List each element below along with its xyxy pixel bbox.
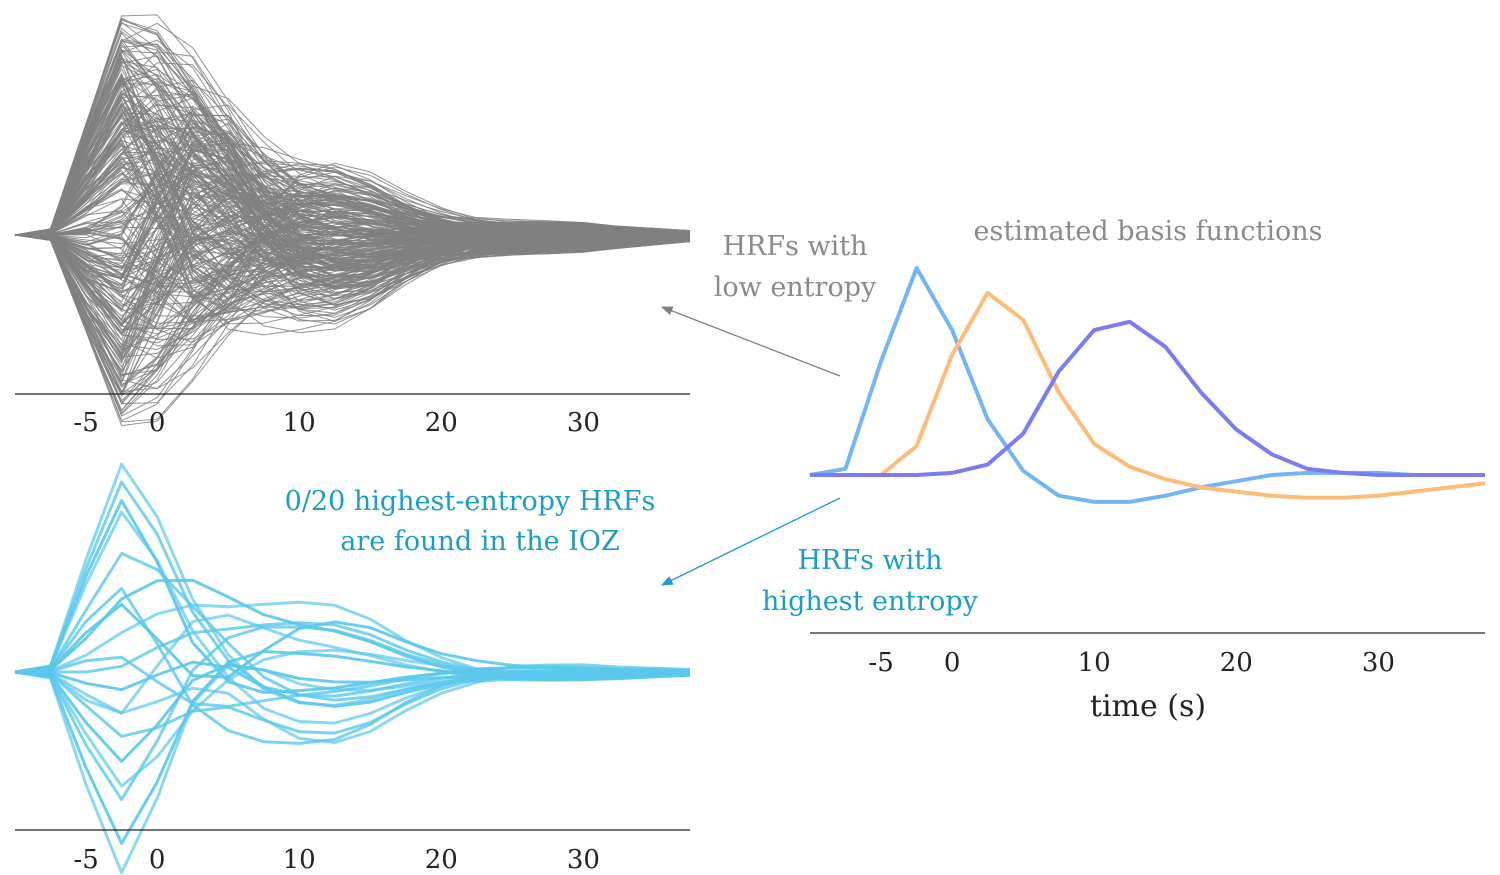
x-tick-label: 20 <box>1220 648 1253 678</box>
low-entropy-traces <box>14 14 691 427</box>
high-entropy-label-line1: HRFs with <box>797 545 942 576</box>
hrf-trace <box>14 177 690 309</box>
x-tick-labels: -5 0 10 20 30 <box>868 648 1395 678</box>
low-entropy-arrow <box>660 306 841 377</box>
x-tick-label: 10 <box>283 408 316 438</box>
hrf-trace <box>14 151 691 289</box>
hrf-trace <box>14 222 691 320</box>
x-tick-label: -5 <box>73 845 98 875</box>
hrf-trace <box>14 89 691 236</box>
ioz-label-line2: are found in the IOZ <box>340 526 619 557</box>
hrf-trace <box>14 222 691 388</box>
high-entropy-arrow <box>660 497 841 586</box>
x-tick-label: 10 <box>1078 648 1111 678</box>
annotations: HRFs with low entropy HRFs with highest … <box>285 231 979 617</box>
hrf-trace <box>14 163 691 269</box>
basis-curve-blue <box>809 266 1485 504</box>
hrf-trace <box>14 101 691 336</box>
panel-highest-entropy: -5 0 10 20 30 <box>14 462 691 875</box>
hrf-trace <box>14 226 691 340</box>
x-tick-label: 30 <box>567 845 600 875</box>
x-tick-label: -5 <box>73 408 98 438</box>
hrf-trace <box>14 89 691 255</box>
x-tick-label: 10 <box>283 845 316 875</box>
hrf-trace <box>14 229 691 377</box>
hrf-trace <box>14 148 691 365</box>
x-tick-labels: -5 0 10 20 30 <box>73 408 600 438</box>
highest-entropy-traces <box>14 462 691 875</box>
hrf-trace <box>14 40 691 246</box>
basis-curve-orange <box>810 290 1486 500</box>
low-entropy-label-line1: HRFs with <box>722 231 867 262</box>
basis-function-curves <box>809 266 1486 504</box>
hrf-trace <box>14 172 691 267</box>
chart-title: estimated basis functions <box>974 216 1323 247</box>
hrf-trace <box>14 655 691 708</box>
x-tick-label: 0 <box>149 845 166 875</box>
hrf-trace <box>14 161 691 244</box>
x-tick-label: 20 <box>425 845 458 875</box>
hrf-trace <box>14 173 691 383</box>
x-tick-labels: -5 0 10 20 30 <box>73 845 600 875</box>
hrf-trace <box>14 586 691 745</box>
x-tick-label: 20 <box>425 408 458 438</box>
hrf-trace <box>14 189 691 237</box>
hrf-trace <box>14 104 691 294</box>
hrf-trace <box>14 92 691 308</box>
x-tick-label: 0 <box>944 648 961 678</box>
panel-low-entropy: -5 0 10 20 30 <box>14 14 691 438</box>
hrf-trace <box>14 663 691 875</box>
x-tick-label: -5 <box>868 648 893 678</box>
hrf-trace <box>14 208 691 272</box>
panel-basis-functions: estimated basis functions -5 0 10 20 30 time… <box>809 216 1486 724</box>
x-tick-label: 30 <box>567 408 600 438</box>
high-entropy-label-line2: highest entropy <box>762 586 979 617</box>
hrf-trace <box>14 112 691 242</box>
hrf-trace <box>14 62 691 251</box>
hrf-trace <box>14 175 691 397</box>
x-tick-label: 30 <box>1362 648 1395 678</box>
x-tick-label: 0 <box>149 408 166 438</box>
hrf-trace <box>14 150 691 246</box>
hrf-trace <box>14 210 691 335</box>
low-entropy-label-line2: low entropy <box>714 272 877 303</box>
basis-curve-purple <box>810 319 1485 477</box>
x-axis-label: time (s) <box>1090 689 1206 724</box>
hrf-trace <box>14 61 691 271</box>
hrf-trace <box>14 613 691 715</box>
ioz-label-line1: 0/20 highest-entropy HRFs <box>285 486 656 517</box>
